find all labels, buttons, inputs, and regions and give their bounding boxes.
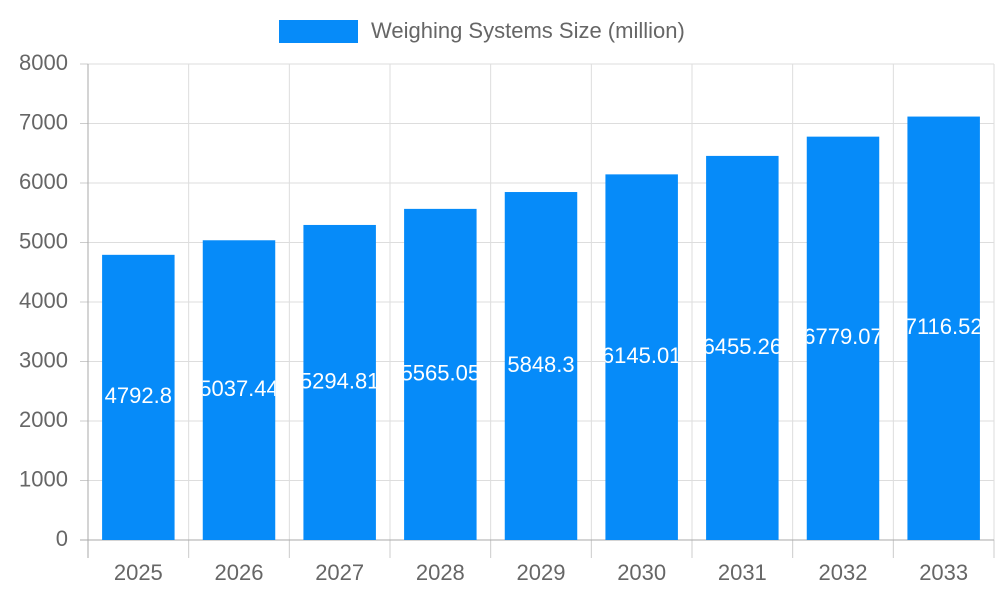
y-tick-label: 6000 [19, 169, 68, 194]
x-tick-label: 2031 [718, 560, 767, 585]
data-label: 5037.44 [199, 376, 279, 401]
x-tick-label: 2026 [215, 560, 264, 585]
x-tick-label: 2027 [315, 560, 364, 585]
x-tick-label: 2032 [819, 560, 868, 585]
data-label: 6145.01 [602, 343, 682, 368]
data-label: 6779.07 [803, 324, 883, 349]
data-label: 7116.52 [905, 314, 983, 339]
y-tick-label: 1000 [19, 466, 68, 491]
legend-label: Weighing Systems Size (million) [371, 18, 685, 43]
y-tick-label: 4000 [19, 288, 68, 313]
x-tick-label: 2029 [517, 560, 566, 585]
y-tick-label: 0 [56, 526, 68, 551]
data-label: 5294.81 [300, 368, 380, 393]
data-label: 5565.05 [401, 360, 481, 385]
x-tick-label: 2030 [617, 560, 666, 585]
y-tick-label: 7000 [19, 109, 68, 134]
bar [706, 155, 779, 540]
data-label: 6455.26 [703, 334, 783, 359]
bar [404, 208, 477, 541]
legend-swatch [279, 20, 358, 43]
x-tick-label: 2025 [114, 560, 163, 585]
bar [202, 240, 276, 540]
bar [605, 174, 678, 541]
y-tick-label: 3000 [19, 347, 68, 372]
y-tick-label: 5000 [19, 228, 68, 253]
x-tick-label: 2033 [919, 560, 968, 585]
y-tick-label: 2000 [19, 407, 68, 432]
bar [504, 192, 578, 540]
x-tick-label: 2028 [416, 560, 465, 585]
data-label: 5848.3 [507, 352, 574, 377]
bar [102, 254, 175, 540]
y-tick-label: 8000 [19, 50, 68, 75]
bar [303, 224, 376, 540]
bar [806, 136, 880, 541]
bar [907, 116, 980, 540]
data-label: 4792.8 [105, 383, 172, 408]
